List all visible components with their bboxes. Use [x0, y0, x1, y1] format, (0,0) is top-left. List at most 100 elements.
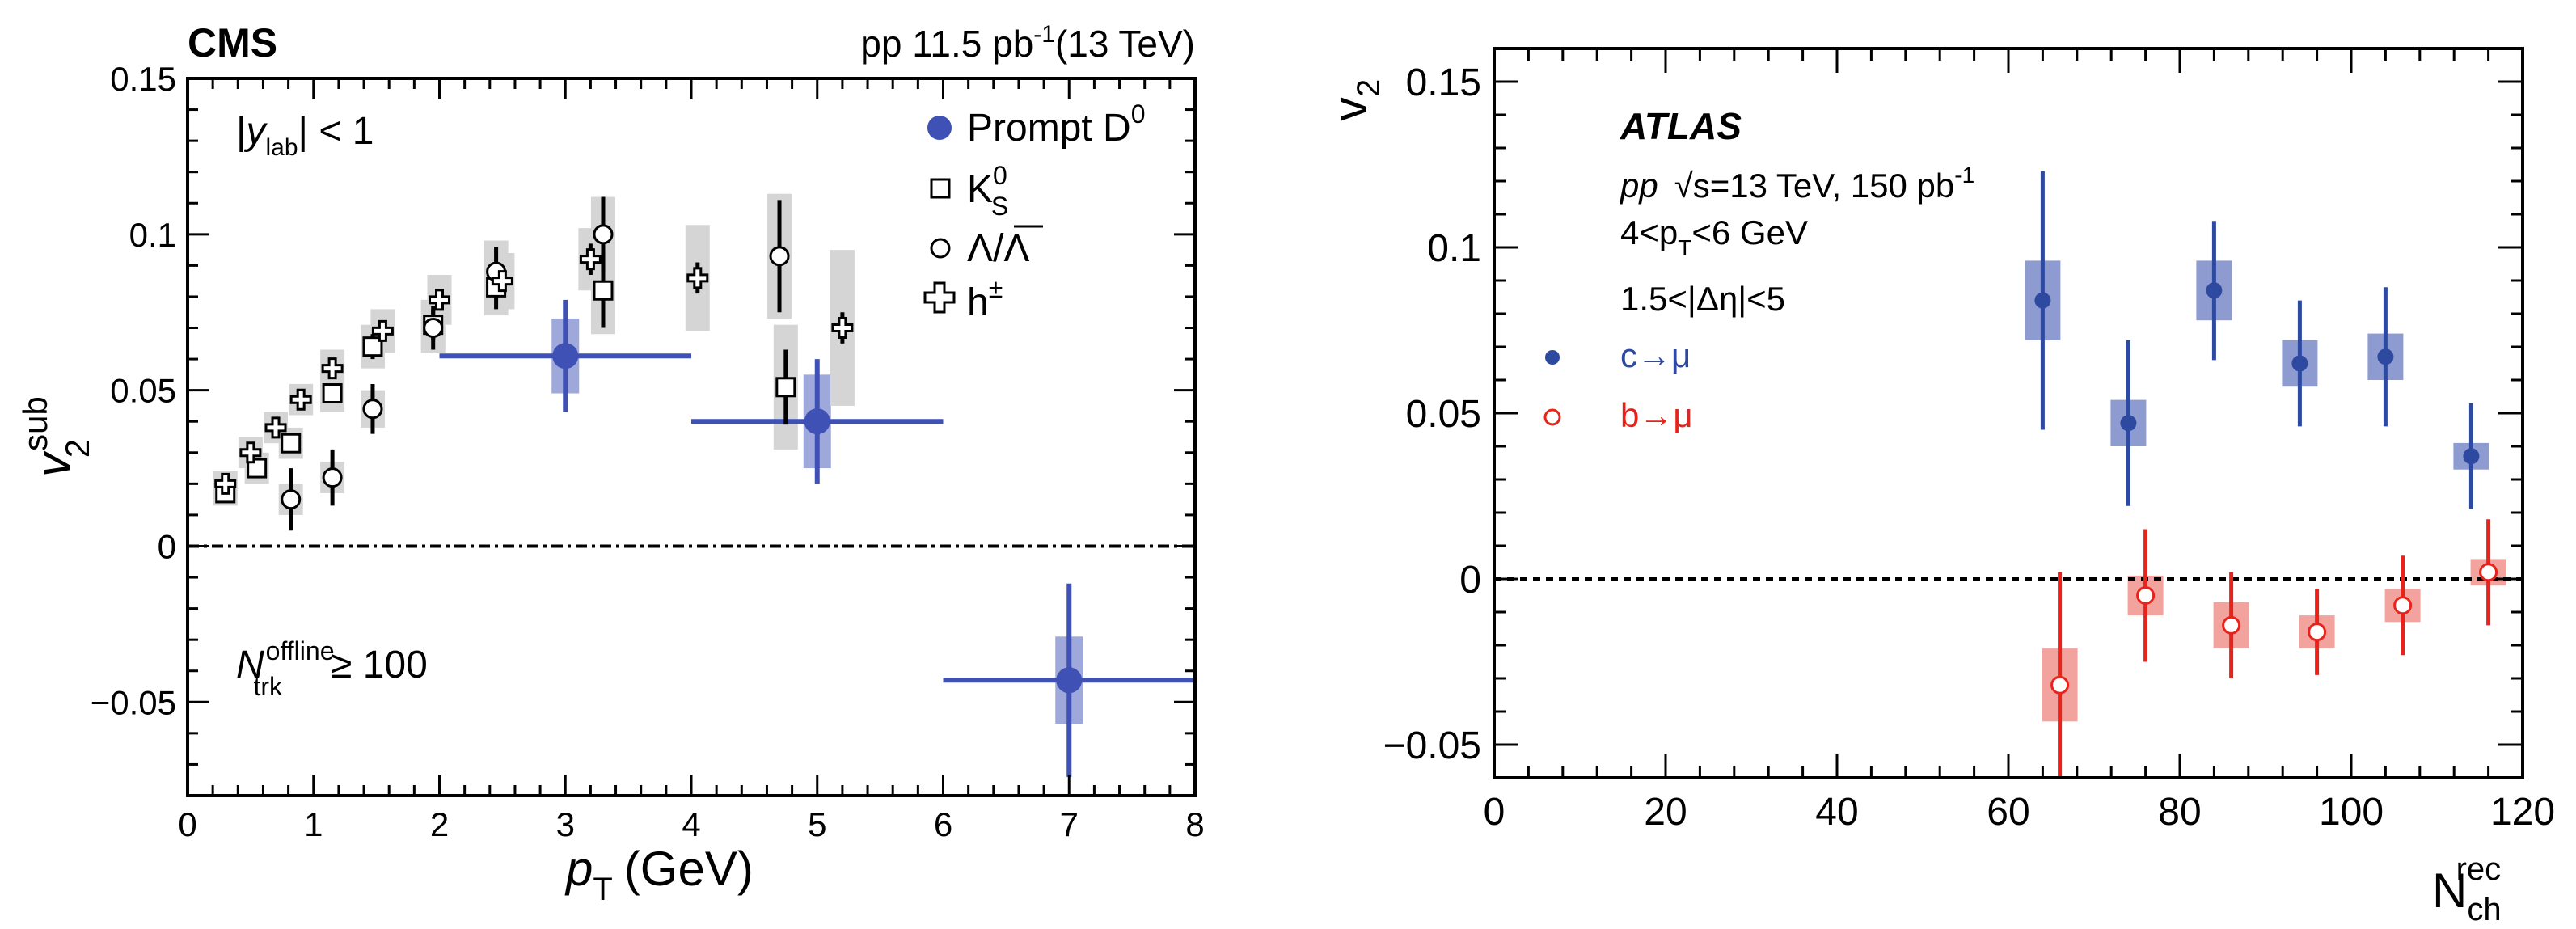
- c-mu-point: [2377, 348, 2394, 365]
- cms-collision-label: pp 11.5 pb-1(13 TeV): [860, 21, 1195, 65]
- c-mu-point: [2291, 355, 2308, 372]
- lambda-point: [769, 246, 790, 267]
- hpm-point: [831, 317, 854, 340]
- legend-label-b-mu: b→μ: [1620, 396, 1693, 434]
- left-xlabel: pT (GeV): [564, 842, 754, 907]
- hpm-point: [686, 267, 709, 289]
- b-mu-point: [2136, 586, 2156, 605]
- left-xtick-label: 6: [934, 805, 952, 843]
- right-error-bars: [2040, 171, 2491, 778]
- legend-label-lambda: Λ/Λ: [967, 227, 1029, 270]
- hpm-point: [429, 289, 450, 311]
- right-xtick-label: 80: [2158, 791, 2201, 834]
- right-ytick-label: −0.05: [1383, 724, 1481, 767]
- ks0-point: [281, 433, 302, 454]
- legend-marker-ks0: [930, 178, 951, 199]
- left-ytick-label: 0.15: [110, 60, 176, 98]
- c-mu-point: [2120, 415, 2137, 432]
- left-xtick-label: 2: [430, 805, 449, 843]
- atlas-energy-label: pp √s=13 TeV, 150 pb-1: [1619, 163, 1974, 205]
- right-xtick-label: 40: [1815, 791, 1858, 834]
- legend-marker-prompt-d0: [927, 116, 952, 140]
- hpm-point: [264, 416, 287, 439]
- ks0-point: [593, 280, 614, 301]
- left-xtick-label: 5: [808, 805, 826, 843]
- ks0-point: [775, 377, 796, 398]
- right-ytick-label: 0.05: [1406, 393, 1481, 436]
- lambda-point: [423, 318, 444, 339]
- rapidity-label: |ylab| < 1: [236, 110, 374, 161]
- right-ytick-label: 0.15: [1406, 61, 1481, 104]
- left-ytick-label: 0.1: [129, 216, 176, 254]
- legend-label-ks0: K0 S: [967, 161, 1008, 221]
- left-xtick-label: 3: [556, 805, 575, 843]
- ks0-point: [322, 383, 343, 404]
- prompt-d0-point: [804, 408, 830, 435]
- legend-marker-c-mu: [1545, 350, 1560, 365]
- left-error-bars: [223, 196, 1195, 777]
- atlas-pt-label: 4<pT<6 GeV: [1620, 213, 1808, 260]
- right-xtick-label: 100: [2319, 791, 2384, 834]
- hpm-point: [491, 270, 513, 293]
- right-ytick-label: 0: [1459, 559, 1481, 602]
- hpm-point: [579, 248, 602, 271]
- b-mu-point: [2393, 596, 2413, 615]
- hpm-point: [289, 388, 312, 411]
- left-xtick-label: 8: [1185, 805, 1204, 843]
- b-mu-point: [2222, 615, 2241, 635]
- prompt-d0-point: [552, 343, 579, 369]
- left-xtick-label: 1: [304, 805, 323, 843]
- lambda-point: [593, 224, 614, 245]
- multiplicity-label: Noffline trk ≥ 100: [236, 636, 428, 701]
- legend-marker-b-mu: [1543, 408, 1561, 426]
- left-ylabel: vsub 2: [16, 396, 96, 477]
- right-xlabel: Nchrec: [2432, 851, 2502, 925]
- left-axis-ticks: 0 1 2 3 4 5 6 7 8 −0.05 0 0.05 0.1 0.15: [91, 60, 1205, 843]
- right-ytick-label: 0.1: [1427, 227, 1481, 270]
- legend-label-c-mu: c→μ: [1620, 336, 1691, 374]
- right-ylabel: v2: [1323, 79, 1387, 121]
- left-xtick-label: 4: [682, 805, 700, 843]
- cms-label: CMS: [188, 20, 277, 65]
- ks0-point: [247, 458, 268, 479]
- left-ytick-label: 0.05: [110, 372, 176, 410]
- legend-label-hpm: h±: [967, 274, 1003, 324]
- c-mu-point: [2206, 282, 2223, 299]
- legend-label-prompt-d0: Prompt D0: [967, 99, 1146, 150]
- atlas-eta-label: 1.5<|Δη|<5: [1620, 280, 1785, 318]
- lambda-point: [322, 467, 343, 488]
- right-xtick-label: 0: [1484, 791, 1505, 834]
- lambda-point: [362, 399, 383, 420]
- atlas-label: ATLAS: [1620, 105, 1742, 147]
- cms-legend: Prompt D0 K0 S Λ/Λ h±: [923, 99, 1146, 324]
- c-mu-point: [2463, 448, 2480, 465]
- right-xtick-label: 20: [1644, 791, 1687, 834]
- ks0-point: [362, 336, 383, 357]
- right-xtick-label: 60: [1987, 791, 2029, 834]
- hpm-point: [214, 472, 237, 495]
- lambda-point: [281, 489, 302, 510]
- left-plot-frame: [186, 77, 1197, 797]
- left-xtick-label: 0: [178, 805, 196, 843]
- cms-panel: 0 1 2 3 4 5 6 7 8 −0.05 0 0.05 0.1 0.15 CMS pp 11.5 p…: [16, 20, 1205, 907]
- right-syst-bands: [2025, 260, 2506, 722]
- b-mu-point: [2050, 675, 2070, 695]
- hpm-point: [239, 441, 262, 464]
- right-markers: [2034, 282, 2498, 695]
- hpm-point: [321, 357, 344, 380]
- left-ytick-label: −0.05: [91, 683, 176, 721]
- left-xtick-label: 7: [1060, 805, 1079, 843]
- c-mu-point: [2034, 292, 2051, 309]
- prompt-d0-point: [1056, 667, 1083, 694]
- legend-marker-hpm: [923, 281, 956, 314]
- right-xtick-label: 120: [2490, 791, 2555, 834]
- left-ytick-label: 0: [158, 527, 176, 565]
- legend-marker-lambda: [930, 238, 951, 259]
- b-mu-point: [2479, 563, 2498, 582]
- hpm-point: [371, 319, 394, 342]
- b-mu-point: [2308, 623, 2327, 642]
- left-markers: [214, 224, 1083, 694]
